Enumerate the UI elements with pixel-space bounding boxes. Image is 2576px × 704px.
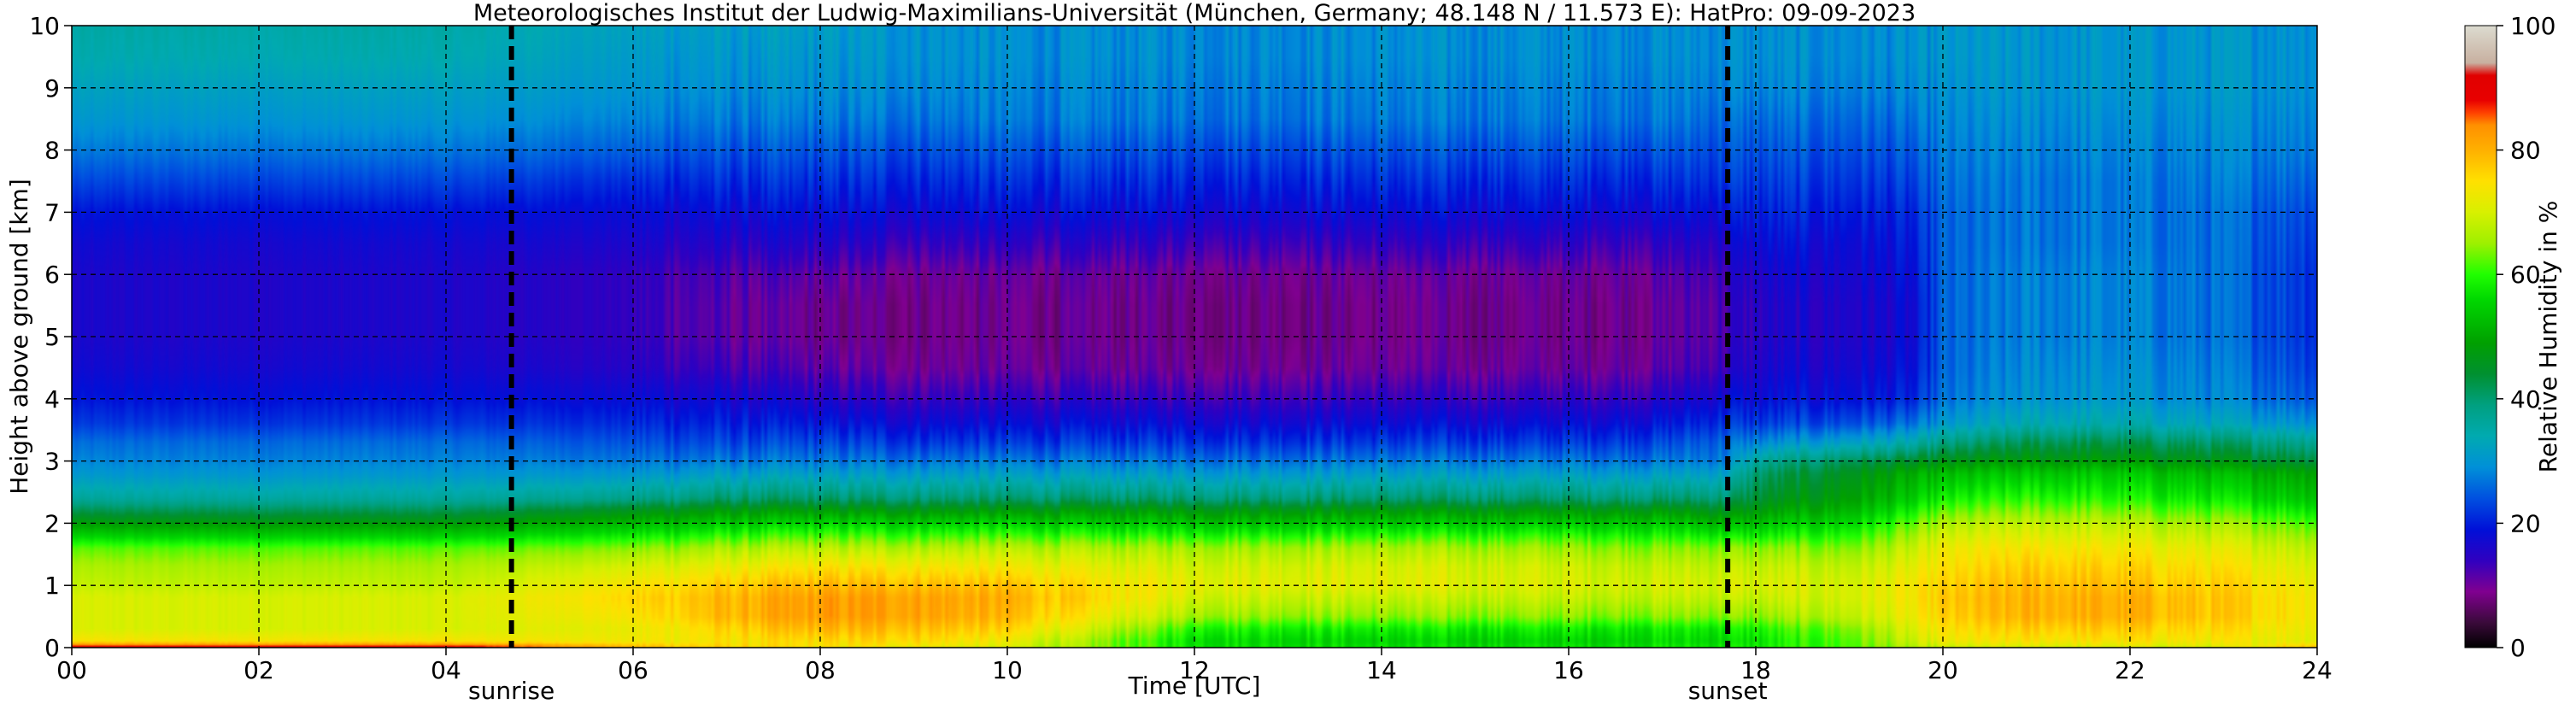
colorbar <box>2464 25 2497 648</box>
y-tick-label: 2 <box>44 509 60 537</box>
colorbar-label: Relative Humidity in % <box>2534 201 2562 473</box>
y-tick-label: 10 <box>29 12 60 40</box>
y-tick-label: 1 <box>44 572 60 600</box>
y-tick-label: 8 <box>44 137 60 165</box>
x-tick-label: 08 <box>805 656 836 684</box>
y-tick-label: 7 <box>44 198 60 226</box>
x-tick-label: 04 <box>431 656 461 684</box>
colorbar-tick-label: 80 <box>2510 137 2541 165</box>
colorbar-tick-label: 60 <box>2510 261 2541 289</box>
colorbar-ticks: 0 20 40 60 80 100 <box>2497 12 2555 662</box>
sun-event-labels: sunrise sunset <box>468 677 1768 704</box>
colorbar-tick-label: 100 <box>2510 12 2555 40</box>
x-tick-label: 02 <box>244 656 274 684</box>
sunset-label: sunset <box>1688 677 1768 704</box>
y-axis-label: Height above ground [km] <box>5 179 33 495</box>
y-tick-label: 4 <box>44 385 60 414</box>
colorbar-tick-label: 0 <box>2510 634 2526 662</box>
x-tick-label: 24 <box>2302 656 2332 684</box>
sun-event-lines <box>508 26 1731 648</box>
x-tick-label: 10 <box>992 656 1023 684</box>
y-tick-label: 0 <box>44 634 60 662</box>
x-tick-label: 14 <box>1366 656 1397 684</box>
colorbar-tick-label: 20 <box>2510 509 2541 537</box>
x-tick-label: 06 <box>618 656 648 684</box>
grid-lines <box>72 26 2317 648</box>
x-tick-label: 12 <box>1179 656 1210 684</box>
sunrise-label: sunrise <box>468 677 555 704</box>
y-tick-label: 9 <box>44 74 60 103</box>
chart-title: Meteorologisches Institut der Ludwig-Max… <box>473 0 1916 26</box>
x-tick-label: 18 <box>1740 656 1771 684</box>
x-tick-label: 16 <box>1553 656 1584 684</box>
x-tick-label: 20 <box>1928 656 1958 684</box>
y-axis-ticks: 0 1 2 3 4 5 6 7 8 9 10 <box>29 12 72 662</box>
y-tick-label: 5 <box>44 323 60 351</box>
x-tick-label: 00 <box>56 656 87 684</box>
y-tick-label: 6 <box>44 261 60 289</box>
x-axis-label: Time [UTC] <box>1128 672 1261 700</box>
x-axis-ticks: 00 02 04 06 08 10 12 14 16 18 20 22 24 <box>56 648 2332 684</box>
y-tick-label: 3 <box>44 448 60 476</box>
x-tick-label: 22 <box>2115 656 2145 684</box>
colorbar-tick-label: 40 <box>2510 385 2541 414</box>
